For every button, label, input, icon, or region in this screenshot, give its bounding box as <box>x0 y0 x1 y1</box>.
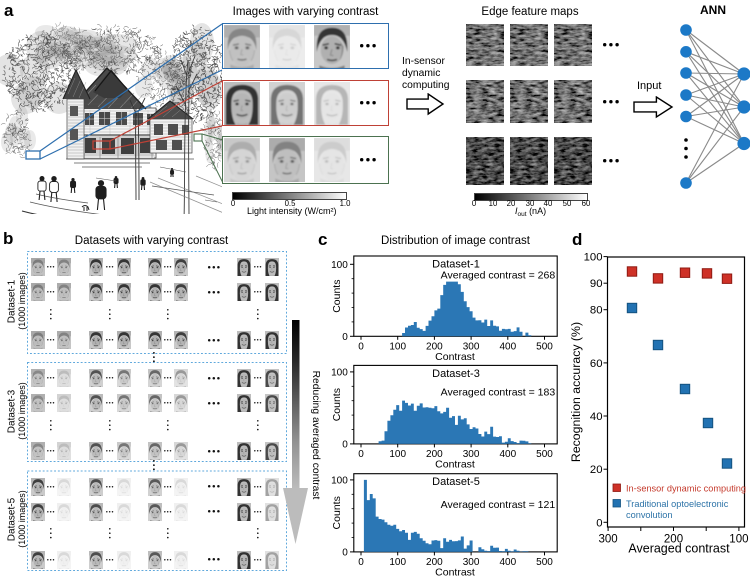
svg-text:0: 0 <box>358 557 364 568</box>
svg-text:100: 100 <box>389 341 406 352</box>
svg-text:Averaged contrast: Averaged contrast <box>628 542 730 556</box>
svg-text:Counts: Counts <box>331 280 343 313</box>
svg-text:Contrast: Contrast <box>435 351 475 363</box>
svg-text:Contrast: Contrast <box>435 458 475 470</box>
svg-text:In-sensor dynamic computing: In-sensor dynamic computing <box>626 484 746 494</box>
svg-text:200: 200 <box>426 341 443 352</box>
svg-text:400: 400 <box>499 341 516 352</box>
svg-text:400: 400 <box>499 557 516 568</box>
svg-text:Counts: Counts <box>331 496 343 529</box>
svg-text:Averaged contrast = 183: Averaged contrast = 183 <box>441 387 556 399</box>
svg-text:Dataset-1: Dataset-1 <box>432 259 480 271</box>
svg-text:Averaged contrast = 268: Averaged contrast = 268 <box>441 270 556 282</box>
svg-text:40: 40 <box>590 411 603 423</box>
svg-text:500: 500 <box>536 341 553 352</box>
svg-text:60: 60 <box>590 358 603 370</box>
svg-text:100: 100 <box>331 367 348 378</box>
svg-text:Averaged contrast = 121: Averaged contrast = 121 <box>441 499 556 511</box>
svg-text:100: 100 <box>331 260 348 271</box>
svg-text:0: 0 <box>342 439 348 450</box>
svg-text:0: 0 <box>342 332 348 343</box>
svg-text:100: 100 <box>389 557 406 568</box>
svg-text:Recognition accuracy (%): Recognition accuracy (%) <box>570 322 583 462</box>
svg-text:convolution: convolution <box>626 510 672 520</box>
svg-text:0: 0 <box>358 449 364 460</box>
svg-text:0: 0 <box>342 547 348 558</box>
svg-text:0: 0 <box>596 517 602 529</box>
svg-text:500: 500 <box>536 449 553 460</box>
svg-text:500: 500 <box>536 557 553 568</box>
svg-text:200: 200 <box>664 534 683 546</box>
svg-text:100: 100 <box>331 475 348 486</box>
svg-text:Traditional optoelectronic: Traditional optoelectronic <box>626 499 729 509</box>
svg-text:90: 90 <box>590 278 603 290</box>
svg-text:300: 300 <box>463 449 480 460</box>
svg-text:100: 100 <box>389 449 406 460</box>
svg-text:400: 400 <box>499 449 516 460</box>
svg-text:300: 300 <box>463 341 480 352</box>
svg-text:300: 300 <box>463 557 480 568</box>
svg-text:100: 100 <box>729 534 748 546</box>
svg-text:Dataset-5: Dataset-5 <box>432 476 480 488</box>
svg-text:200: 200 <box>426 557 443 568</box>
svg-text:300: 300 <box>599 534 618 546</box>
svg-text:Contrast: Contrast <box>435 566 475 577</box>
svg-text:80: 80 <box>590 305 603 317</box>
svg-text:0: 0 <box>358 341 364 352</box>
svg-text:Dataset-3: Dataset-3 <box>432 368 480 380</box>
svg-text:Counts: Counts <box>331 388 343 421</box>
svg-text:200: 200 <box>426 449 443 460</box>
svg-text:20: 20 <box>590 464 603 476</box>
svg-text:100: 100 <box>584 252 603 264</box>
